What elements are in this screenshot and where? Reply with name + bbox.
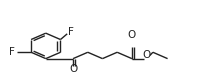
Text: O: O: [128, 30, 136, 40]
Text: O: O: [69, 64, 77, 74]
Text: F: F: [68, 28, 74, 38]
Text: O: O: [143, 50, 151, 60]
Text: F: F: [9, 47, 14, 57]
